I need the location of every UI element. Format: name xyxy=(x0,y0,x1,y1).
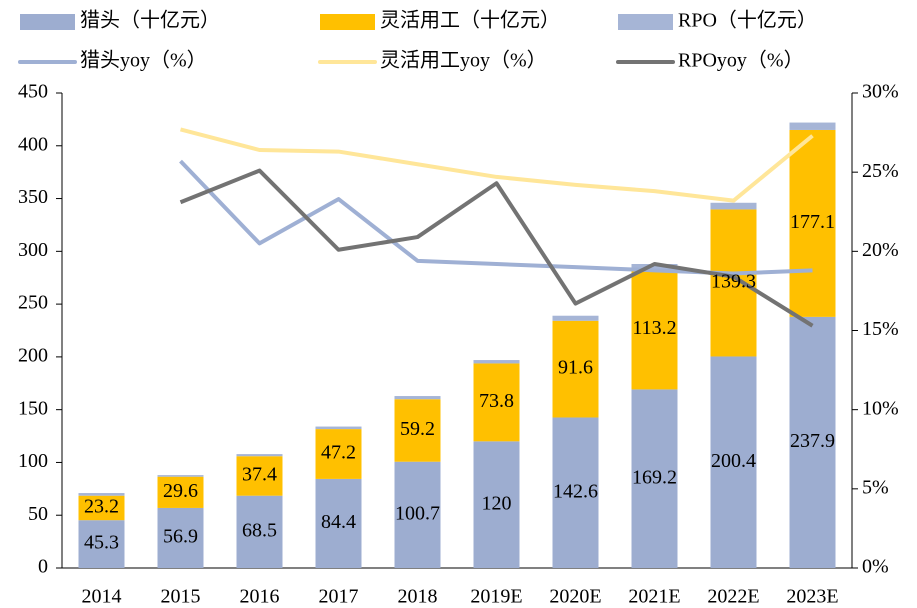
data-label: 73.8 xyxy=(479,390,514,412)
y-tick-label: 200 xyxy=(18,344,48,366)
bar-segment xyxy=(789,122,836,130)
bar-segment xyxy=(315,478,362,568)
data-label: 59.2 xyxy=(400,418,435,440)
bar-segment xyxy=(552,315,599,321)
x-tick-label: 2019E xyxy=(470,586,522,608)
data-label: 29.6 xyxy=(163,480,198,502)
data-label: 142.6 xyxy=(553,480,598,502)
data-label: 120 xyxy=(482,492,512,514)
data-label: 45.3 xyxy=(84,532,119,554)
bar-segment xyxy=(157,475,204,477)
y-tick-label: 400 xyxy=(18,133,48,155)
x-tick-label: 2018 xyxy=(398,586,438,608)
bar-segment xyxy=(157,476,204,508)
data-label: 37.4 xyxy=(242,464,277,486)
legend-label: RPOyoy（%） xyxy=(678,49,804,72)
y2-tick-label: 10% xyxy=(862,397,899,419)
bar-segment xyxy=(78,495,125,521)
data-label: 56.9 xyxy=(163,526,198,548)
data-label: 23.2 xyxy=(84,496,119,518)
bar-segment xyxy=(473,441,520,568)
data-label: 100.7 xyxy=(395,502,440,524)
y2-tick-label: 15% xyxy=(862,318,899,340)
bar-segment xyxy=(236,495,283,568)
y-tick-label: 0 xyxy=(38,556,48,578)
bar-segment xyxy=(631,389,678,568)
data-label: 237.9 xyxy=(790,430,835,452)
legend-swatch xyxy=(20,14,75,30)
line-series xyxy=(179,168,814,328)
y2-tick-label: 20% xyxy=(862,239,899,261)
data-label: 84.4 xyxy=(321,511,356,533)
data-label: 177.1 xyxy=(790,211,835,233)
bar-segment xyxy=(473,363,520,442)
bar-segment xyxy=(710,209,757,357)
data-label: 139.3 xyxy=(711,271,756,293)
bar-segment xyxy=(789,316,836,568)
x-tick-label: 2021E xyxy=(628,586,680,608)
y-tick-label: 450 xyxy=(18,81,48,103)
bar-segment xyxy=(236,456,283,496)
legend-label: 猎头（十亿元） xyxy=(80,9,220,32)
y-tick-label: 300 xyxy=(18,239,48,261)
bar-segment xyxy=(78,493,125,496)
bar-segment xyxy=(552,320,599,418)
data-label: 113.2 xyxy=(632,317,676,339)
y-tick-label: 150 xyxy=(18,397,48,419)
line-series xyxy=(179,127,814,203)
y2-tick-label: 30% xyxy=(862,81,899,103)
y-tick-label: 50 xyxy=(28,503,48,525)
bar-segment xyxy=(315,429,362,479)
legend-swatch xyxy=(618,14,673,30)
legend-label: 灵活用工（十亿元） xyxy=(380,9,560,32)
legend-label: 灵活用工yoy（%） xyxy=(380,49,547,72)
x-tick-label: 2020E xyxy=(549,586,601,608)
data-label: 47.2 xyxy=(321,442,356,464)
y2-tick-label: 0% xyxy=(862,556,889,578)
bar-segment xyxy=(315,426,362,430)
bar-segment xyxy=(552,417,599,568)
data-label: 68.5 xyxy=(242,519,277,541)
bar-segment xyxy=(394,461,441,568)
y-tick-label: 100 xyxy=(18,450,48,472)
y2-tick-label: 25% xyxy=(862,160,899,182)
bar-segment xyxy=(394,396,441,400)
x-tick-label: 2015 xyxy=(161,586,201,608)
legend-swatch xyxy=(320,14,375,30)
bar-segment xyxy=(631,269,678,390)
data-label: 169.2 xyxy=(632,466,677,488)
bar-segment xyxy=(157,507,204,568)
bar-segment xyxy=(394,399,441,462)
legend-label: 猎头yoy（%） xyxy=(80,49,207,72)
bar-segment xyxy=(789,129,836,317)
y2-tick-label: 5% xyxy=(862,476,889,498)
x-tick-label: 2023E xyxy=(786,586,838,608)
bar-segment xyxy=(710,202,757,210)
x-tick-label: 2014 xyxy=(82,586,122,608)
y-tick-label: 350 xyxy=(18,186,48,208)
bar-segment xyxy=(236,454,283,457)
bar-segment xyxy=(710,356,757,568)
legend-label: RPO（十亿元） xyxy=(678,9,817,32)
x-tick-label: 2016 xyxy=(240,586,280,608)
bar-segment xyxy=(473,360,520,364)
bar-segment xyxy=(78,520,125,568)
bar-segment xyxy=(631,264,678,270)
data-label: 91.6 xyxy=(558,357,593,379)
data-label: 200.4 xyxy=(711,450,756,472)
y-tick-label: 250 xyxy=(18,292,48,314)
x-tick-label: 2022E xyxy=(707,586,759,608)
x-tick-label: 2017 xyxy=(319,586,359,608)
